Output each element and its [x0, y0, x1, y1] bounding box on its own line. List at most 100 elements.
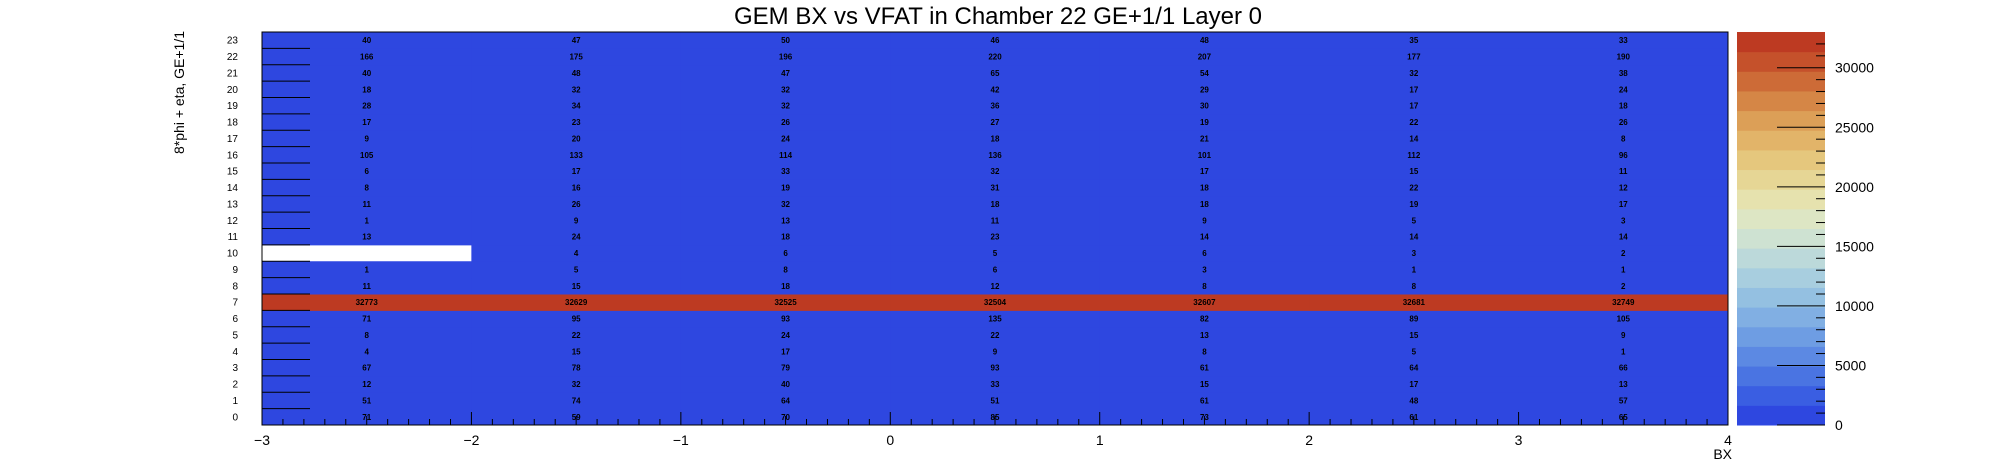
palette-tick-label: 5000: [1835, 357, 1866, 373]
cell-value-label: 18: [1619, 102, 1628, 111]
y-tick-label: 3: [232, 363, 238, 374]
heatmap-cell: [680, 277, 891, 295]
palette-color-segment: [1737, 248, 1825, 269]
cell-value-label: 6: [1202, 249, 1207, 258]
heatmap-cell: [471, 64, 682, 82]
y-tick-label: 21: [227, 68, 239, 79]
heatmap-cell: [1309, 359, 1520, 377]
cell-value-label: 16: [572, 184, 581, 193]
cell-value-label: 93: [781, 315, 790, 324]
heatmap-cell: [680, 146, 891, 164]
cell-value-label: 133: [569, 151, 583, 160]
cell-value-label: 1: [364, 265, 369, 274]
heatmap-cell: [1309, 163, 1520, 180]
cell-value-label: 23: [572, 118, 581, 127]
cell-value-label: 33: [991, 380, 1000, 389]
y-tick-label: 17: [227, 134, 239, 145]
heatmap-cell: [1099, 81, 1310, 98]
cell-value-label: 14: [1200, 233, 1209, 242]
heatmap-cell: [890, 97, 1101, 115]
y-tick-label: 13: [227, 199, 239, 210]
heatmap-cell: [262, 48, 472, 66]
cell-value-label: 95: [572, 315, 581, 324]
y-tick-label: 23: [227, 36, 239, 47]
cell-value-label: 48: [572, 69, 581, 78]
cell-value-label: 13: [781, 216, 790, 225]
palette-color-segment: [1737, 149, 1825, 171]
heatmap-cell: [890, 179, 1101, 197]
heatmap-cell: [471, 212, 682, 229]
heatmap-cell: [1099, 48, 1310, 66]
cell-value-label: 64: [781, 396, 790, 405]
heatmap-cell: [471, 343, 682, 360]
palette-color-segment: [1737, 51, 1825, 72]
heatmap-cell: [1518, 163, 1729, 180]
cell-value-label: 13: [362, 233, 371, 242]
chart-title: GEM BX vs VFAT in Chamber 22 GE+1/1 Laye…: [734, 3, 1262, 30]
heatmap-cell: [471, 195, 682, 213]
heatmap-cell: [1309, 195, 1520, 213]
heatmap-cell: [471, 113, 682, 131]
heatmap-cell: [890, 375, 1101, 393]
cell-value-label: 18: [362, 85, 371, 94]
cell-value-label: 13: [1619, 380, 1628, 389]
cell-value-label: 11: [362, 200, 371, 209]
cell-value-label: 5: [1412, 347, 1417, 356]
heatmap-cell: [1099, 244, 1310, 262]
palette-color-segment: [1737, 130, 1825, 151]
y-tick-label: 15: [227, 167, 239, 178]
heatmap-cell: [680, 244, 891, 262]
cell-value-label: 18: [1200, 200, 1209, 209]
heatmap-cell: [1309, 310, 1520, 328]
cell-value-label: 105: [360, 151, 374, 160]
y-tick-label: 1: [232, 396, 238, 407]
heatmap-cell: [1099, 130, 1310, 148]
cell-value-label: 15: [572, 282, 581, 291]
cell-value-label: 65: [991, 69, 1000, 78]
cell-value-label: 34: [572, 102, 581, 111]
axes: −3 −2 −1 0 1 2 3 401234567891011121314151617181…: [227, 31, 1732, 448]
cell-value-label: 11: [362, 282, 371, 291]
heatmap-cell: [890, 261, 1101, 279]
cell-value-label: 21: [1200, 134, 1209, 143]
cell-value-label: 61: [1200, 364, 1209, 373]
cell-value-label: 12: [1619, 184, 1628, 193]
palette-tick-label: 25000: [1835, 119, 1874, 135]
heatmap-cell: [262, 179, 472, 197]
cell-value-label: 17: [781, 347, 790, 356]
heatmap-cell: [890, 359, 1101, 377]
heatmap-cell: [890, 195, 1101, 213]
heatmap-cell: [1309, 326, 1520, 344]
cell-value-label: 177: [1407, 53, 1421, 62]
y-tick-label: 18: [227, 118, 239, 129]
cell-value-label: 32: [991, 167, 1000, 176]
heatmap-cell: [471, 310, 682, 328]
cell-value-label: 40: [362, 69, 371, 78]
cell-value-label: 3: [1621, 216, 1626, 225]
cell-value-label: 8: [1202, 282, 1207, 291]
heatmap-cell: [680, 310, 891, 328]
cell-value-label: 48: [1200, 36, 1209, 45]
cell-value-label: 71: [362, 315, 371, 324]
cell-value-label: 32: [781, 102, 790, 111]
cell-value-label: 15: [572, 347, 581, 356]
heatmap-cell: [680, 64, 891, 82]
y-tick-label: 7: [232, 298, 238, 309]
cell-value-label: 18: [1200, 184, 1209, 193]
heatmap-cell: [890, 113, 1101, 131]
cell-value-label: 6: [783, 249, 788, 258]
cell-value-label: 32629: [565, 298, 588, 307]
heatmap-cell: [471, 277, 682, 295]
palette-color-segment: [1737, 385, 1825, 406]
heatmap-cell: [680, 97, 891, 115]
palette-color-segment: [1737, 228, 1825, 249]
cell-value-label: 26: [781, 118, 790, 127]
cell-value-label: 1: [1621, 265, 1626, 274]
cell-value-label: 42: [991, 85, 1000, 94]
heatmap-cell: [1518, 146, 1729, 164]
y-tick-label: 5: [232, 330, 238, 341]
y-axis-label: 8*phi + eta, GE+1/1: [171, 31, 187, 154]
palette-color-segment: [1737, 32, 1825, 53]
cell-value-label: 15: [1409, 331, 1418, 340]
